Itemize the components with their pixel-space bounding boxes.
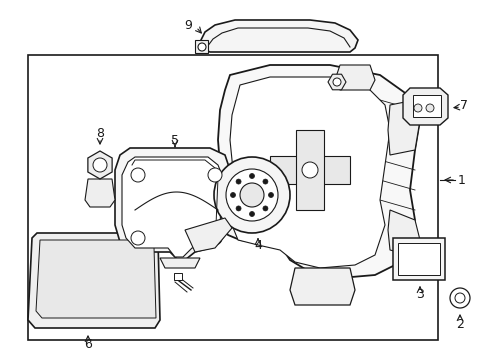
Circle shape <box>414 104 422 112</box>
Circle shape <box>226 169 278 221</box>
Circle shape <box>236 206 241 211</box>
Polygon shape <box>388 100 420 155</box>
Text: 1: 1 <box>458 174 466 186</box>
Circle shape <box>249 212 254 216</box>
Circle shape <box>236 179 241 184</box>
Circle shape <box>269 193 273 198</box>
Polygon shape <box>122 157 222 257</box>
Text: 7: 7 <box>460 99 468 112</box>
Circle shape <box>208 168 222 182</box>
Text: 6: 6 <box>84 338 92 351</box>
Circle shape <box>249 174 254 179</box>
Circle shape <box>450 288 470 308</box>
Bar <box>398 243 440 275</box>
Polygon shape <box>290 268 355 305</box>
Circle shape <box>93 158 107 172</box>
Polygon shape <box>328 74 346 90</box>
Circle shape <box>230 193 236 198</box>
Polygon shape <box>85 179 115 207</box>
Circle shape <box>198 43 206 51</box>
Circle shape <box>263 206 268 211</box>
Polygon shape <box>160 258 200 268</box>
Polygon shape <box>185 218 232 252</box>
Circle shape <box>131 231 145 245</box>
Bar <box>174 273 182 280</box>
Polygon shape <box>115 148 230 260</box>
Polygon shape <box>195 40 208 53</box>
Text: 5: 5 <box>171 134 179 147</box>
Circle shape <box>302 162 318 178</box>
Circle shape <box>214 157 290 233</box>
Bar <box>28 55 438 340</box>
Circle shape <box>333 78 341 86</box>
Polygon shape <box>88 151 112 179</box>
Polygon shape <box>36 240 156 318</box>
Circle shape <box>263 179 268 184</box>
Polygon shape <box>230 77 390 268</box>
Polygon shape <box>215 65 420 278</box>
Circle shape <box>426 104 434 112</box>
Polygon shape <box>200 20 358 52</box>
Text: 8: 8 <box>96 126 104 140</box>
Polygon shape <box>403 88 448 125</box>
Circle shape <box>455 293 465 303</box>
Text: 4: 4 <box>254 239 262 252</box>
Circle shape <box>131 168 145 182</box>
Polygon shape <box>335 65 375 90</box>
Text: 3: 3 <box>416 288 424 302</box>
Polygon shape <box>28 233 160 328</box>
Text: 2: 2 <box>456 319 464 332</box>
Circle shape <box>208 231 222 245</box>
Bar <box>413 95 441 117</box>
Polygon shape <box>296 130 324 210</box>
Polygon shape <box>270 156 350 184</box>
Text: 9: 9 <box>184 18 192 32</box>
Polygon shape <box>388 210 420 255</box>
Circle shape <box>240 183 264 207</box>
Bar <box>393 238 445 280</box>
